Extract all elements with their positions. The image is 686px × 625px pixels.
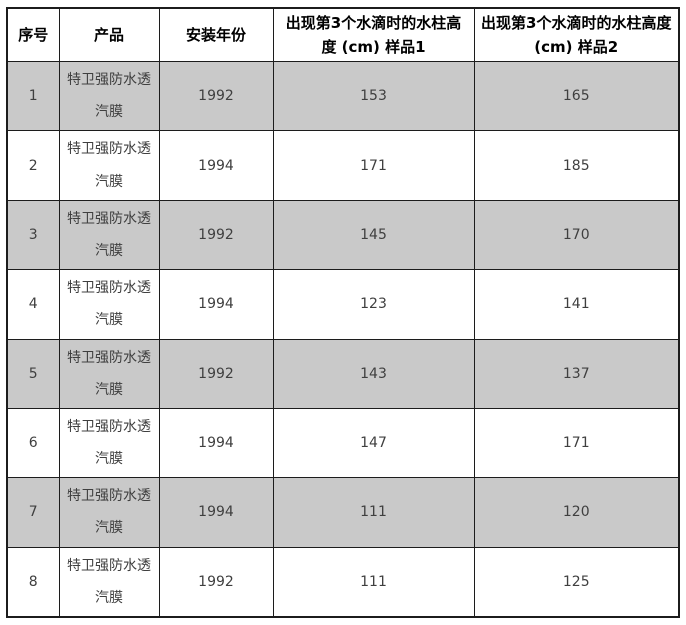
table-row: 7 特卫强防水透汽膜 1994 111 120 bbox=[6, 477, 680, 548]
table-row: 2 特卫强防水透汽膜 1994 171 185 bbox=[6, 130, 680, 201]
cell-index: 3 bbox=[6, 199, 60, 271]
cell-product: 特卫强防水透汽膜 bbox=[58, 60, 160, 132]
cell-year: 1994 bbox=[158, 477, 274, 548]
cell-sample1: 123 bbox=[272, 269, 475, 340]
table-row: 8 特卫强防水透汽膜 1992 111 125 bbox=[6, 546, 680, 618]
header-index: 序号 bbox=[6, 7, 60, 62]
cell-sample2: 171 bbox=[473, 407, 680, 479]
table-row: 4 特卫强防水透汽膜 1994 123 141 bbox=[6, 269, 680, 340]
cell-product: 特卫强防水透汽膜 bbox=[58, 269, 160, 340]
cell-sample1: 171 bbox=[272, 130, 475, 201]
cell-year: 1992 bbox=[158, 199, 274, 271]
cell-product: 特卫强防水透汽膜 bbox=[58, 407, 160, 479]
table-header: 序号 产品 安装年份 出现第3个水滴时的水柱高度 (cm) 样品1 出现第3个水… bbox=[6, 7, 680, 62]
cell-sample2: 165 bbox=[473, 60, 680, 132]
cell-product: 特卫强防水透汽膜 bbox=[58, 546, 160, 618]
cell-sample1: 147 bbox=[272, 407, 475, 479]
cell-sample2: 125 bbox=[473, 546, 680, 618]
table-row: 3 特卫强防水透汽膜 1992 145 170 bbox=[6, 199, 680, 271]
cell-sample1: 145 bbox=[272, 199, 475, 271]
cell-sample2: 141 bbox=[473, 269, 680, 340]
cell-index: 1 bbox=[6, 60, 60, 132]
cell-product: 特卫强防水透汽膜 bbox=[58, 338, 160, 409]
header-install-year: 安装年份 bbox=[158, 7, 274, 62]
header-sample1: 出现第3个水滴时的水柱高度 (cm) 样品1 bbox=[272, 7, 475, 62]
cell-year: 1994 bbox=[158, 269, 274, 340]
cell-sample1: 143 bbox=[272, 338, 475, 409]
table-body: 1 特卫强防水透汽膜 1992 153 165 2 特卫强防水透汽膜 1994 … bbox=[6, 60, 680, 618]
cell-product: 特卫强防水透汽膜 bbox=[58, 199, 160, 271]
water-column-test-table: 序号 产品 安装年份 出现第3个水滴时的水柱高度 (cm) 样品1 出现第3个水… bbox=[6, 7, 680, 618]
cell-sample2: 185 bbox=[473, 130, 680, 201]
cell-year: 1992 bbox=[158, 338, 274, 409]
cell-index: 6 bbox=[6, 407, 60, 479]
cell-sample2: 120 bbox=[473, 477, 680, 548]
cell-index: 7 bbox=[6, 477, 60, 548]
header-sample2: 出现第3个水滴时的水柱高度 (cm) 样品2 bbox=[473, 7, 680, 62]
header-row: 序号 产品 安装年份 出现第3个水滴时的水柱高度 (cm) 样品1 出现第3个水… bbox=[6, 7, 680, 62]
cell-year: 1992 bbox=[158, 60, 274, 132]
table-row: 1 特卫强防水透汽膜 1992 153 165 bbox=[6, 60, 680, 132]
cell-sample1: 153 bbox=[272, 60, 475, 132]
table-row: 6 特卫强防水透汽膜 1994 147 171 bbox=[6, 407, 680, 479]
cell-product: 特卫强防水透汽膜 bbox=[58, 477, 160, 548]
cell-year: 1994 bbox=[158, 130, 274, 201]
cell-year: 1992 bbox=[158, 546, 274, 618]
header-product: 产品 bbox=[58, 7, 160, 62]
cell-index: 4 bbox=[6, 269, 60, 340]
cell-sample2: 170 bbox=[473, 199, 680, 271]
cell-sample1: 111 bbox=[272, 477, 475, 548]
cell-index: 5 bbox=[6, 338, 60, 409]
cell-index: 2 bbox=[6, 130, 60, 201]
table-row: 5 特卫强防水透汽膜 1992 143 137 bbox=[6, 338, 680, 409]
cell-sample1: 111 bbox=[272, 546, 475, 618]
cell-product: 特卫强防水透汽膜 bbox=[58, 130, 160, 201]
cell-year: 1994 bbox=[158, 407, 274, 479]
cell-index: 8 bbox=[6, 546, 60, 618]
cell-sample2: 137 bbox=[473, 338, 680, 409]
